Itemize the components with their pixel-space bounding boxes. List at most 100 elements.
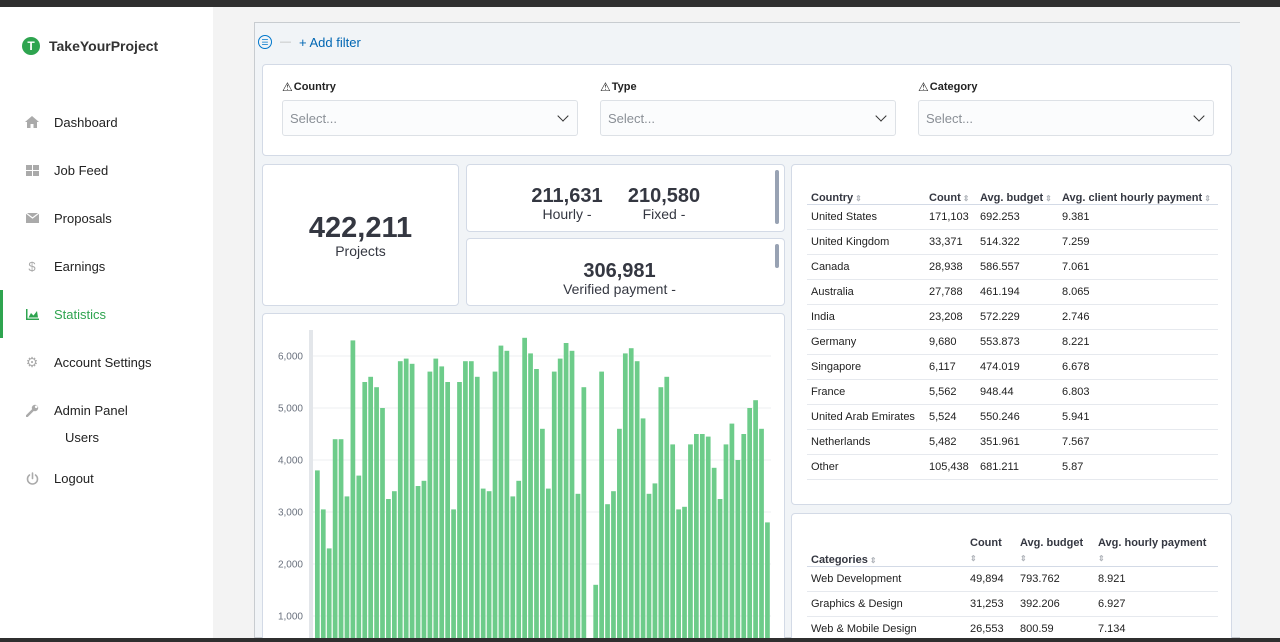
chart-bar[interactable] (575, 493, 581, 638)
sidebar-item-account-settings[interactable]: ⚙ Account Settings (0, 338, 213, 386)
chart-bar[interactable] (344, 496, 350, 638)
chart-bar[interactable] (386, 499, 391, 638)
chart-bar[interactable] (474, 376, 480, 638)
chart-bar[interactable] (646, 493, 652, 638)
chart-bar[interactable] (350, 340, 356, 638)
sort-icon[interactable]: ⇕ (1020, 553, 1027, 563)
chart-bar[interactable] (528, 353, 533, 638)
sidebar-item-statistics[interactable]: Statistics (0, 290, 213, 338)
sort-icon[interactable]: ⇕ (855, 193, 862, 203)
chart-bar[interactable] (522, 337, 527, 638)
column-header-count[interactable]: Count ⇕ (966, 530, 1016, 567)
chart-bar[interactable] (599, 371, 604, 638)
chart-bar[interactable] (374, 387, 379, 638)
chart-bar[interactable] (741, 434, 747, 638)
sidebar-item-admin-panel[interactable]: Admin Panel (0, 386, 213, 434)
chart-bar[interactable] (320, 509, 326, 638)
chart-bar[interactable] (403, 358, 409, 638)
chart-bar[interactable] (545, 488, 551, 638)
chart-bar[interactable] (670, 444, 676, 638)
chart-bar[interactable] (486, 491, 492, 638)
chart-bar[interactable] (498, 345, 504, 638)
chart-bar[interactable] (451, 509, 456, 638)
chart-bar[interactable] (658, 387, 664, 638)
chart-bar[interactable] (338, 439, 344, 638)
chart-bar[interactable] (765, 522, 770, 638)
sort-icon[interactable]: ⇕ (1204, 193, 1211, 203)
brand[interactable]: T TakeYourProject (22, 37, 158, 55)
chart-bar[interactable] (427, 371, 433, 638)
chart-bar[interactable] (510, 496, 516, 638)
chart-bar[interactable] (439, 366, 445, 638)
chart-bar[interactable] (605, 504, 610, 638)
chart-bar[interactable] (356, 475, 362, 638)
chart-bar[interactable] (729, 423, 735, 638)
column-header-categories[interactable]: Categories ⇕ (807, 530, 966, 567)
chart-bar[interactable] (694, 434, 699, 638)
scrollbar[interactable] (775, 170, 779, 224)
chart-bar[interactable] (463, 361, 468, 638)
sidebar-item-dashboard[interactable]: Dashboard (0, 98, 213, 146)
chart-bar[interactable] (640, 418, 646, 638)
chart-bar[interactable] (682, 506, 687, 638)
chart-bar[interactable] (332, 439, 338, 638)
chart-bar[interactable] (421, 480, 427, 638)
column-header-country[interactable]: Country ⇕ (807, 181, 925, 205)
chart-bar[interactable] (445, 382, 451, 638)
chart-bar[interactable] (705, 436, 711, 638)
country-select[interactable]: Select... (282, 100, 578, 136)
sort-icon[interactable]: ⇕ (962, 193, 970, 203)
chart-bar[interactable] (397, 361, 403, 638)
chart-bar[interactable] (468, 361, 474, 638)
chart-bar[interactable] (611, 491, 616, 638)
chart-bar[interactable] (563, 343, 569, 638)
sort-icon[interactable]: ⇕ (1045, 193, 1052, 203)
chart-bar[interactable] (723, 444, 729, 638)
sidebar-item-earnings[interactable]: $ Earnings (0, 242, 213, 290)
chart-bar[interactable] (676, 509, 681, 638)
chart-bar[interactable] (457, 382, 462, 638)
category-select[interactable]: Select... (918, 100, 1214, 136)
chart-bar[interactable] (326, 548, 332, 638)
chart-bar[interactable] (699, 434, 705, 638)
chart-bar[interactable] (480, 488, 486, 638)
column-header-avg-client-hourly[interactable]: Avg. client hourly payment ⇕ (1058, 181, 1218, 205)
scrollbar[interactable] (775, 244, 779, 268)
chart-bar[interactable] (492, 371, 498, 638)
sidebar-item-job-feed[interactable]: Job Feed (0, 146, 213, 194)
column-header-avg-budget[interactable]: Avg. budget ⇕ (976, 181, 1058, 205)
chart-bar[interactable] (557, 358, 563, 638)
chart-bar[interactable] (759, 428, 764, 638)
chart-bar[interactable] (540, 428, 545, 638)
column-header-avg-budget[interactable]: Avg. budget ⇕ (1016, 530, 1094, 567)
sidebar-item-proposals[interactable]: Proposals (0, 194, 213, 242)
column-header-count[interactable]: Count ⇕ (925, 181, 976, 205)
chart-bar[interactable] (569, 350, 575, 638)
chart-bar[interactable] (551, 371, 557, 638)
chart-bar[interactable] (617, 428, 622, 638)
add-filter-link[interactable]: + Add filter (299, 34, 361, 50)
chart-bar[interactable] (664, 376, 670, 638)
chart-bar[interactable] (634, 361, 640, 638)
chart-bar[interactable] (717, 499, 723, 638)
chart-bar[interactable] (315, 470, 320, 638)
sidebar-item-logout[interactable]: Logout (0, 454, 213, 502)
chart-bar[interactable] (391, 491, 397, 638)
chart-bar[interactable] (652, 483, 658, 638)
chart-bar[interactable] (433, 358, 439, 638)
chart-bar[interactable] (581, 387, 587, 638)
chart-bar[interactable] (688, 444, 693, 638)
sidebar-subitem-users[interactable]: Users (65, 430, 99, 445)
chart-bar[interactable] (504, 350, 510, 638)
filter-icon[interactable]: ☰ (258, 35, 272, 49)
chart-bar[interactable] (747, 408, 753, 638)
type-select[interactable]: Select... (600, 100, 896, 136)
chart-bar[interactable] (628, 348, 634, 638)
chart-bar[interactable] (534, 369, 539, 638)
chart-bar[interactable] (622, 353, 628, 638)
sort-icon[interactable]: ⇕ (1098, 553, 1105, 563)
chart-bar[interactable] (368, 376, 374, 638)
chart-bar[interactable] (735, 460, 741, 638)
chart-bar[interactable] (362, 382, 368, 638)
column-header-avg-hourly[interactable]: Avg. hourly payment ⇕ (1094, 530, 1218, 567)
